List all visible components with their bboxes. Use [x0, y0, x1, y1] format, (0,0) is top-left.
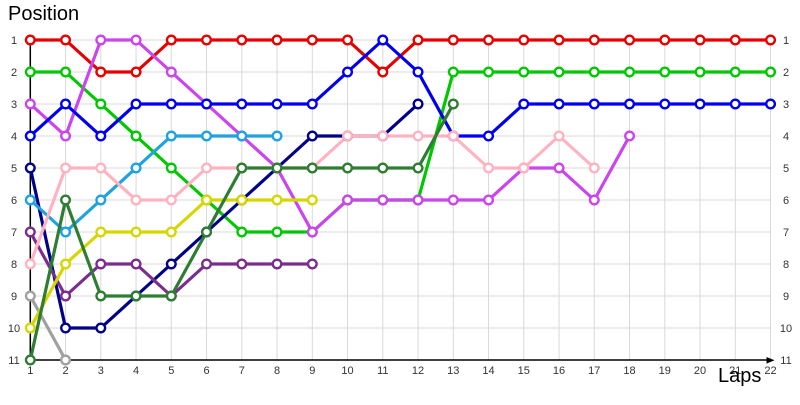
- svg-text:8: 8: [274, 365, 280, 377]
- svg-text:Laps: Laps: [718, 365, 761, 387]
- svg-text:22: 22: [764, 365, 776, 377]
- svg-text:9: 9: [783, 291, 789, 303]
- svg-text:15: 15: [518, 365, 530, 377]
- svg-text:1: 1: [11, 35, 17, 47]
- svg-text:3: 3: [11, 99, 17, 111]
- svg-text:6: 6: [783, 195, 789, 207]
- svg-text:1: 1: [783, 35, 789, 47]
- svg-text:14: 14: [482, 365, 494, 377]
- svg-text:Position: Position: [8, 3, 79, 25]
- svg-text:5: 5: [168, 365, 174, 377]
- svg-text:4: 4: [11, 131, 17, 143]
- svg-text:12: 12: [412, 365, 424, 377]
- svg-text:2: 2: [783, 67, 789, 79]
- svg-text:20: 20: [694, 365, 706, 377]
- svg-text:10: 10: [8, 323, 20, 335]
- svg-text:4: 4: [783, 131, 789, 143]
- svg-text:19: 19: [659, 365, 671, 377]
- svg-text:4: 4: [133, 365, 139, 377]
- svg-text:8: 8: [11, 259, 17, 271]
- svg-text:11: 11: [8, 355, 19, 367]
- svg-text:7: 7: [783, 227, 789, 239]
- svg-text:6: 6: [11, 195, 17, 207]
- svg-text:9: 9: [309, 365, 315, 377]
- svg-text:5: 5: [11, 163, 17, 175]
- svg-text:10: 10: [780, 323, 792, 335]
- svg-text:2: 2: [11, 67, 17, 79]
- svg-text:5: 5: [783, 163, 789, 175]
- svg-text:9: 9: [11, 291, 17, 303]
- svg-text:3: 3: [98, 365, 104, 377]
- svg-text:11: 11: [780, 355, 791, 367]
- svg-text:17: 17: [588, 365, 600, 377]
- svg-text:18: 18: [623, 365, 635, 377]
- svg-text:13: 13: [447, 365, 459, 377]
- svg-text:16: 16: [553, 365, 565, 377]
- svg-text:3: 3: [783, 99, 789, 111]
- svg-text:1: 1: [27, 365, 33, 377]
- svg-text:7: 7: [239, 365, 245, 377]
- svg-text:2: 2: [62, 365, 68, 377]
- svg-text:8: 8: [783, 259, 789, 271]
- svg-text:6: 6: [203, 365, 209, 377]
- svg-text:10: 10: [341, 365, 353, 377]
- svg-text:7: 7: [11, 227, 17, 239]
- svg-text:11: 11: [377, 365, 388, 377]
